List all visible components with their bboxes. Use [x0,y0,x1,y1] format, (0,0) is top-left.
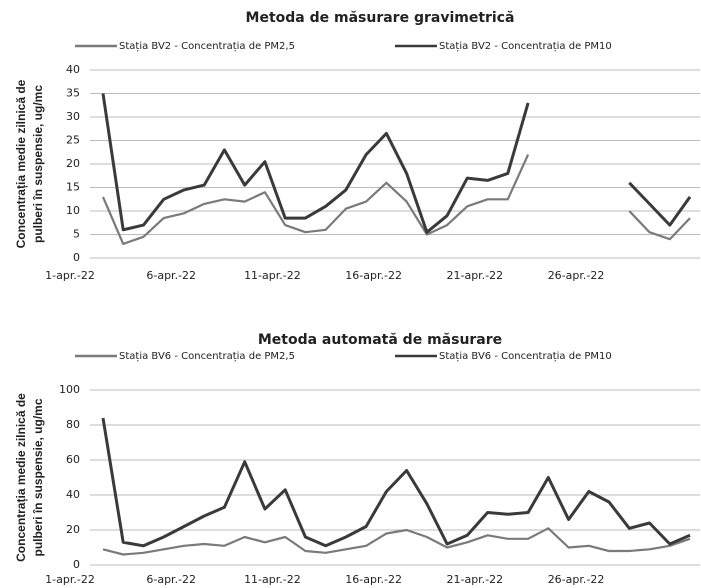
y-axis-label: Concentrația medie zilnică de [14,393,28,562]
data-line [101,154,691,245]
y-axis-label: pulberi în suspensie, ug/mc [31,85,45,243]
y-axis-label: Concentrația medie zilnică de [14,79,28,248]
y-tick-label: 25 [66,134,80,147]
y-tick-label: 30 [66,110,80,123]
x-tick-label: 16-apr.-22 [345,573,402,586]
y-axis-label: pulberi în suspensie, ug/mc [31,398,45,556]
x-tick-label: 21-apr.-22 [446,573,503,586]
x-tick-label: 11-apr.-22 [244,573,301,586]
y-tick-label: 15 [66,181,80,194]
y-tick-label: 40 [66,63,80,76]
data-line [101,93,692,234]
legend-label: Stația BV6 - Concentrația de PM10 [439,351,612,362]
x-tick-label: 11-apr.-22 [244,269,301,282]
x-tick-label: 6-apr.-22 [146,573,196,586]
data-line [101,417,691,548]
y-tick-label: 60 [66,453,80,466]
y-tick-label: 0 [73,558,80,571]
legend-label: Stația BV2 - Concentrația de PM10 [439,41,612,52]
x-tick-label: 16-apr.-22 [345,269,402,282]
x-tick-label: 26-apr.-22 [548,269,605,282]
y-tick-label: 80 [66,418,80,431]
y-tick-label: 5 [73,228,80,241]
y-tick-label: 35 [66,87,80,100]
x-tick-label: 26-apr.-22 [548,573,605,586]
legend-label: Stația BV2 - Concentrația de PM2,5 [119,41,295,52]
y-tick-label: 100 [59,383,80,396]
x-tick-label: 1-apr.-22 [45,573,95,586]
y-tick-label: 0 [73,251,80,264]
y-tick-label: 40 [66,488,80,501]
y-tick-label: 20 [66,157,80,170]
y-tick-label: 20 [66,523,80,536]
x-tick-label: 21-apr.-22 [446,269,503,282]
chart-title: Metoda automată de măsurare [258,332,502,348]
legend-label: Stația BV6 - Concentrația de PM2,5 [119,351,295,362]
x-tick-label: 6-apr.-22 [146,269,196,282]
y-tick-label: 10 [66,204,80,217]
data-line [102,527,691,556]
x-tick-label: 1-apr.-22 [45,269,95,282]
chart-title: Metoda de măsurare gravimetrică [246,10,515,26]
